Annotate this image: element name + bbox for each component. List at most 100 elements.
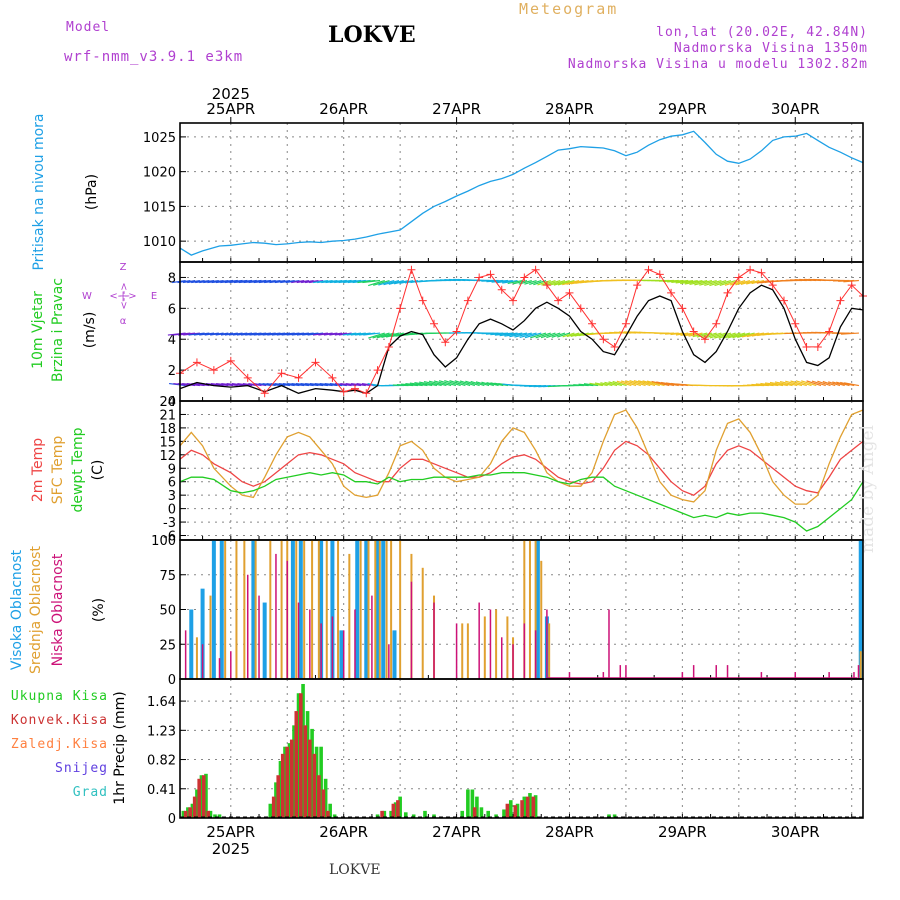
precip-bar <box>432 814 436 818</box>
wind-arrow <box>514 332 532 338</box>
gust-marker <box>689 327 698 336</box>
wind-arrow <box>566 332 580 338</box>
cloud-bar <box>309 609 311 679</box>
gust-marker <box>633 281 642 290</box>
wind-arrow <box>755 383 774 387</box>
bottom-day-label: 30APR <box>771 823 820 841</box>
compass-w: W <box>82 291 92 302</box>
wind-arrow <box>226 382 243 387</box>
wind-arrow <box>714 279 732 287</box>
cloud-bar <box>385 540 388 679</box>
wind-arrow <box>694 279 713 286</box>
precip-bar <box>494 814 498 818</box>
y-tick-label: -6 <box>163 530 176 545</box>
precip-bar <box>192 796 197 818</box>
cloud-bar <box>251 540 256 679</box>
wind-arrow <box>557 279 575 286</box>
cloud-label-mid: Srednja Oblacnost <box>28 546 44 674</box>
footer-station: LOKVE <box>329 862 381 878</box>
cloud-bar <box>794 672 797 679</box>
precip-bar <box>206 810 211 818</box>
gust-marker <box>734 273 743 282</box>
wind-arrow <box>499 332 518 337</box>
precip-bar <box>317 775 321 818</box>
cloud-bar <box>200 588 205 679</box>
gust-marker <box>588 319 597 328</box>
wind-arrow <box>351 382 366 387</box>
precip-bar <box>475 796 479 818</box>
gust-marker <box>531 265 540 274</box>
precip-bar <box>466 789 470 818</box>
wind-arrow <box>524 279 537 285</box>
y-tick-label: -3 <box>163 516 176 531</box>
gust-marker <box>277 369 286 378</box>
wind-arrow <box>182 279 196 284</box>
precip-bar <box>393 802 398 818</box>
wind-arrow <box>318 332 333 336</box>
precip-bar <box>308 739 312 818</box>
gust-marker <box>599 335 608 344</box>
y-tick-label: 1.23 <box>147 724 176 739</box>
y-tick-label: 75 <box>159 569 176 584</box>
y-tick-label: 25 <box>159 638 176 653</box>
wind-arrow <box>524 332 542 339</box>
precip-bar <box>292 725 296 818</box>
wind-arrow <box>589 382 603 387</box>
cloud-bar <box>374 540 377 679</box>
panel-frame <box>179 400 864 541</box>
precip-bar <box>268 803 273 818</box>
precip-bar <box>278 760 283 818</box>
wind-arrow <box>399 279 414 284</box>
wind-arrow <box>368 332 385 339</box>
panel-frame <box>179 678 864 819</box>
wind-arrow <box>494 332 513 336</box>
y-tick-label: 8 <box>168 271 176 286</box>
wind-arrow <box>496 279 513 284</box>
y-tick-label: 4 <box>168 333 176 348</box>
cloud-bar <box>319 540 324 679</box>
precip-bar <box>294 711 299 818</box>
cloud-bar <box>619 665 622 679</box>
wind-label-2: Brzina i Pravac <box>50 278 66 382</box>
wind-arrow <box>670 332 684 336</box>
gust-marker <box>407 265 416 274</box>
gust-marker <box>779 296 788 305</box>
cloud-bar <box>421 567 424 679</box>
wind-arrow <box>566 279 585 285</box>
precip-bar <box>298 693 303 818</box>
wind-arrow <box>376 332 395 339</box>
wind-arrow <box>504 332 523 337</box>
cloud-bar <box>339 630 344 679</box>
gust-marker <box>825 327 834 336</box>
bottom-day-label: 27APR <box>432 823 481 841</box>
wind-arrow <box>769 381 788 387</box>
gust-marker <box>700 335 709 344</box>
cloud-bar <box>546 609 548 679</box>
wind-arrow <box>385 332 404 338</box>
wind-arrow <box>470 380 485 387</box>
wind-arrow <box>642 380 660 387</box>
precip-legend-4: Grad <box>73 785 108 800</box>
cloud-bar <box>433 602 435 679</box>
cloud-bar <box>325 540 328 679</box>
cloud-bar <box>466 623 469 679</box>
precip-bar <box>190 803 195 818</box>
wind-arrow <box>746 279 760 285</box>
wind-arrow <box>221 382 238 387</box>
y-tick-label: 9 <box>168 462 176 477</box>
wind-arrow <box>363 332 381 336</box>
y-tick-label: 0 <box>168 673 176 688</box>
precip-bar <box>505 803 510 818</box>
cloud-bar <box>371 595 373 679</box>
wind-arrow <box>423 381 442 387</box>
cloud-bar <box>828 672 830 679</box>
cloud-bar <box>211 540 216 679</box>
wind-arrow <box>718 332 736 339</box>
gust-marker <box>497 285 506 294</box>
precip-bar <box>460 810 465 818</box>
wind-arrow <box>187 279 200 284</box>
top-day-label: 30APR <box>771 100 820 118</box>
gust-marker <box>746 265 755 274</box>
panel-clouds: 0 25 50 75 100 <box>151 534 864 688</box>
